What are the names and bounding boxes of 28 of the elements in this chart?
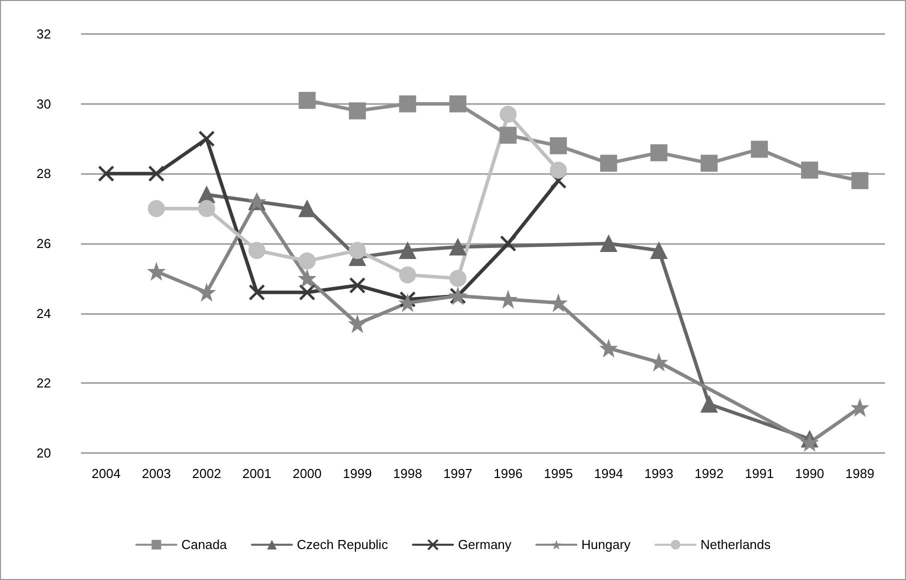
x-tick-label: 1997 bbox=[443, 466, 472, 481]
x-tick-label: 1990 bbox=[795, 466, 824, 481]
legend-label: Canada bbox=[181, 537, 228, 552]
y-tick-label: 32 bbox=[36, 26, 51, 42]
x-tick-label: 1991 bbox=[744, 466, 774, 481]
y-tick-label: 26 bbox=[36, 236, 51, 251]
y-tick-label: 22 bbox=[36, 376, 51, 391]
x-tick-label: 1996 bbox=[494, 466, 523, 481]
x-tick-label: 1992 bbox=[694, 466, 724, 481]
x-tick-label: 1995 bbox=[544, 466, 573, 481]
legend-label: Germany bbox=[458, 537, 512, 552]
y-tick-label: 30 bbox=[36, 96, 51, 112]
x-tick-label: 1989 bbox=[845, 466, 874, 481]
x-tick-label: 1993 bbox=[644, 466, 674, 481]
x-tick-label: 2003 bbox=[142, 466, 171, 481]
legend-label: Netherlands bbox=[700, 537, 772, 552]
x-tick-label: 1998 bbox=[393, 466, 422, 481]
legend-label: Czech Republic bbox=[296, 537, 388, 552]
x-tick-label: 1999 bbox=[342, 466, 372, 481]
y-tick-label: 24 bbox=[36, 306, 51, 321]
x-tick-label: 2002 bbox=[192, 466, 222, 481]
legend-label: Hungary bbox=[581, 537, 632, 552]
x-tick-label: 1994 bbox=[594, 466, 624, 481]
x-tick-label: 2004 bbox=[92, 466, 121, 481]
x-tick-label: 2001 bbox=[242, 466, 272, 481]
y-tick-label: 28 bbox=[36, 166, 51, 182]
x-tick-label: 2000 bbox=[292, 466, 322, 481]
y-tick-label: 20 bbox=[36, 446, 51, 460]
